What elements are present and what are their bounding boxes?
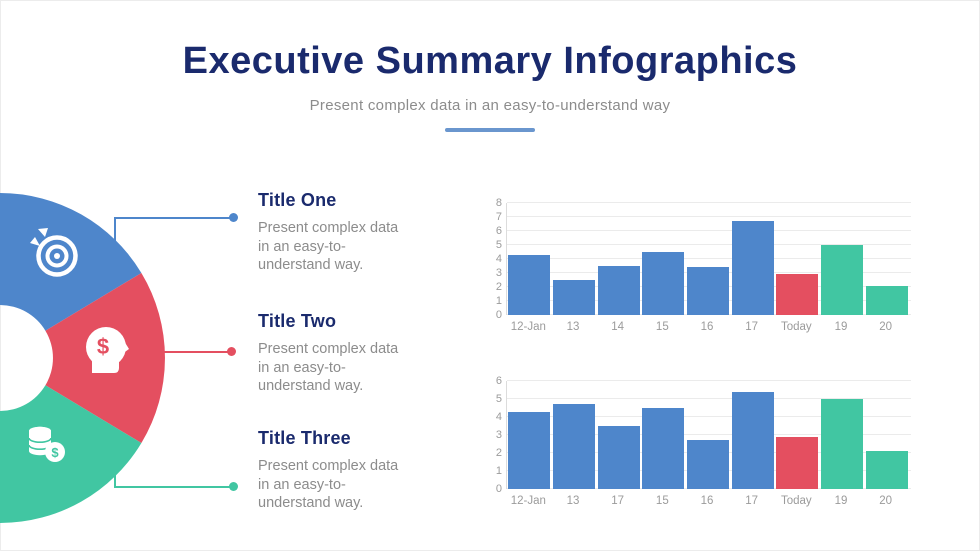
- bar: [865, 285, 908, 315]
- gridline: [507, 216, 911, 217]
- x-tick-label: 15: [655, 321, 669, 333]
- bar: [597, 426, 640, 489]
- gridline: [507, 434, 911, 435]
- bar: [865, 451, 908, 489]
- half-donut-chart: $ $: [0, 193, 165, 523]
- connector-blue-dot: [229, 213, 238, 222]
- y-tick-label: 3: [495, 267, 502, 279]
- section-two-description: Present complex data in an easy-to- unde…: [258, 341, 399, 394]
- gridline: [507, 230, 911, 231]
- connector-green-dot: [229, 482, 238, 491]
- y-tick-label: 7: [495, 211, 502, 223]
- x-tick-label: Today: [780, 321, 812, 333]
- title-divider: [445, 128, 535, 132]
- bar: [731, 391, 774, 489]
- connector-blue-vertical: [114, 219, 116, 249]
- bar: [642, 252, 685, 315]
- connector-green-vertical: [114, 468, 116, 488]
- section-title-one: Title One Present complex data in an eas…: [258, 190, 453, 275]
- target-icon: [30, 228, 78, 277]
- x-tick-label: 16: [700, 321, 714, 333]
- y-tick-label: 4: [495, 253, 502, 265]
- connector-red-horizontal: [157, 351, 230, 353]
- page-title: Executive Summary Infographics: [182, 40, 798, 82]
- x-tick-label: 13: [566, 495, 580, 507]
- section-one-title: Title One: [258, 190, 337, 210]
- gridline: [507, 244, 911, 245]
- x-tick-label: 17: [745, 321, 759, 333]
- x-tick-label: 20: [879, 495, 893, 507]
- section-two-title: Title Two: [258, 311, 337, 331]
- y-tick-label: 1: [495, 465, 502, 477]
- bar: [687, 440, 729, 489]
- bar: [553, 280, 595, 315]
- donut-segment-green: [0, 385, 142, 523]
- gridline: [507, 416, 911, 417]
- coin-dollar-glyph: $: [51, 445, 59, 460]
- bar: [731, 221, 774, 315]
- bar: [776, 274, 819, 315]
- y-tick-label: 2: [495, 447, 502, 459]
- connector-green-horizontal: [114, 486, 232, 488]
- gridline: [507, 398, 911, 399]
- y-tick-label: 5: [495, 239, 502, 251]
- bar: [553, 404, 595, 489]
- connector-blue-horizontal: [114, 217, 232, 219]
- bar-chart-bottom: 0 1 2 3 4 5 6 12-Jan 13 17 15 16 17 Today 19 20: [488, 374, 912, 514]
- bar: [597, 266, 640, 315]
- x-tick-label: 12-Jan: [510, 321, 546, 333]
- donut-segment-blue: [0, 193, 142, 331]
- bar: [821, 399, 863, 489]
- x-tick-label: Today: [780, 495, 812, 507]
- y-tick-label: 2: [495, 281, 502, 293]
- plot-area: [506, 380, 911, 489]
- bar: [642, 408, 685, 489]
- head-dollar-glyph: $: [97, 334, 109, 359]
- coins-icon: $: [28, 426, 65, 462]
- x-tick-label: 17: [611, 495, 625, 507]
- gridline: [507, 380, 911, 381]
- x-tick-label: 17: [745, 495, 759, 507]
- x-tick-label: 19: [834, 495, 848, 507]
- y-tick-label: 6: [495, 225, 502, 237]
- y-tick-label: 0: [495, 483, 502, 495]
- x-tick-label: 19: [834, 321, 848, 333]
- page-subtitle: Present complex data in an easy-to-under…: [309, 97, 671, 114]
- head-dollar-icon: $: [86, 327, 129, 373]
- plot-area: [506, 202, 911, 315]
- bar-chart-top: 0 1 2 3 4 5 6 7 8 12-Jan 13 14 15 16 17 Today 19 20: [488, 196, 912, 338]
- bar: [508, 254, 551, 315]
- section-title-two: Title Two Present complex data in an eas…: [258, 311, 453, 396]
- y-tick-label: 5: [495, 393, 502, 405]
- section-one-description: Present complex data in an easy-to- unde…: [258, 220, 399, 273]
- bar: [821, 245, 863, 315]
- bar: [687, 267, 729, 315]
- bar: [508, 411, 551, 489]
- section-three-title: Title Three: [258, 428, 351, 448]
- y-tick-label: 1: [495, 295, 502, 307]
- gridline: [507, 258, 911, 259]
- section-three-description: Present complex data in an easy-to- unde…: [258, 458, 399, 511]
- gridline: [507, 202, 911, 203]
- x-tick-label: 15: [655, 495, 669, 507]
- x-tick-label: 16: [700, 495, 714, 507]
- x-tick-label: 13: [566, 321, 580, 333]
- section-title-three: Title Three Present complex data in an e…: [258, 428, 453, 513]
- y-tick-label: 0: [495, 309, 502, 321]
- x-tick-label: 12-Jan: [510, 495, 546, 507]
- y-tick-label: 4: [495, 411, 502, 423]
- bar: [776, 436, 819, 489]
- y-tick-label: 8: [495, 197, 502, 209]
- connector-red-dot: [227, 347, 236, 356]
- x-tick-label: 14: [611, 321, 625, 333]
- y-tick-label: 3: [495, 429, 502, 441]
- y-tick-label: 6: [495, 375, 502, 387]
- x-tick-label: 20: [879, 321, 893, 333]
